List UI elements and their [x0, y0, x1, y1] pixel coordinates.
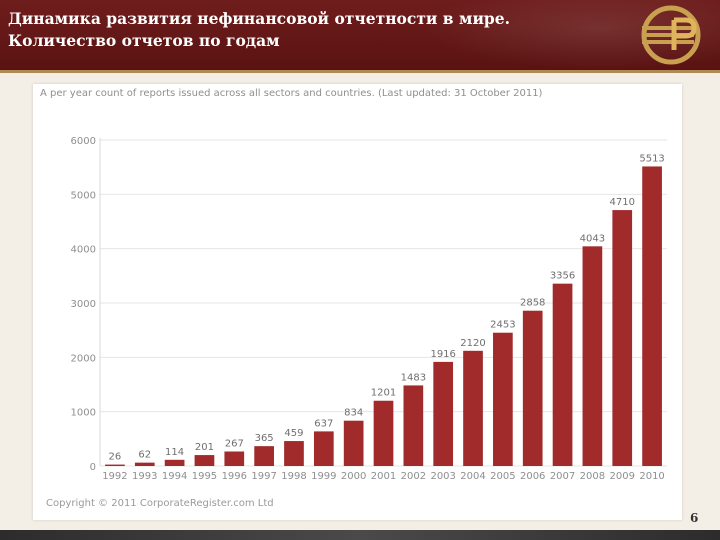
bar-1998 — [284, 441, 304, 466]
data-label-1993: 62 — [138, 450, 151, 461]
data-label-1999: 637 — [314, 418, 333, 429]
footer-bar — [0, 530, 720, 540]
data-label-1997: 365 — [255, 433, 274, 444]
data-label-2009: 4710 — [610, 197, 635, 208]
y-tick-label: 0 — [90, 462, 96, 473]
data-label-1996: 267 — [225, 438, 244, 449]
bar-1997 — [254, 446, 274, 466]
data-label-2001: 1201 — [371, 388, 396, 399]
data-label-2000: 834 — [344, 408, 363, 419]
x-tick-label-1992: 1992 — [102, 471, 127, 482]
data-label-2008: 4043 — [580, 233, 605, 244]
x-tick-label-2009: 2009 — [610, 471, 635, 482]
x-tick-label-2001: 2001 — [371, 471, 396, 482]
data-label-1994: 114 — [165, 447, 184, 458]
x-tick-label-1994: 1994 — [162, 471, 187, 482]
bar-2000 — [343, 420, 364, 466]
slide-title: Динамика развития нефинансовой отчетност… — [8, 8, 510, 52]
header-divider — [0, 70, 720, 73]
data-label-2002: 1483 — [401, 372, 426, 383]
bar-2005 — [493, 332, 513, 466]
slide-header: Динамика развития нефинансовой отчетност… — [0, 0, 720, 70]
data-label-2005: 2453 — [490, 320, 515, 331]
data-label-2004: 2120 — [460, 338, 485, 349]
x-tick-label-2006: 2006 — [520, 471, 545, 482]
data-label-1995: 201 — [195, 442, 214, 453]
chart-source: Copyright © 2011 CorporateRegister.com L… — [46, 498, 274, 509]
bar-2009 — [612, 210, 633, 466]
y-tick-label: 1000 — [71, 408, 96, 419]
x-tick-label-1995: 1995 — [192, 471, 217, 482]
y-tick-label: 5000 — [71, 190, 96, 201]
bar-2010 — [642, 166, 662, 466]
data-label-1998: 459 — [284, 428, 303, 439]
bar-2008 — [582, 246, 603, 466]
slide-title-line-2: Количество отчетов по годам — [8, 31, 280, 50]
data-label-2007: 3356 — [550, 271, 575, 282]
x-tick-label-1998: 1998 — [281, 471, 306, 482]
y-tick-label: 2000 — [71, 353, 96, 364]
data-label-2006: 2858 — [520, 298, 545, 309]
data-label-2010: 5513 — [639, 153, 664, 164]
x-tick-label-2007: 2007 — [550, 471, 575, 482]
x-tick-label-2010: 2010 — [639, 471, 664, 482]
bar-2007 — [552, 283, 573, 466]
bar-2001 — [373, 400, 394, 466]
bar-1999 — [313, 431, 334, 466]
bar-1995 — [194, 455, 215, 466]
bar-2004 — [463, 350, 483, 466]
x-tick-label-2008: 2008 — [580, 471, 605, 482]
x-tick-label-1999: 1999 — [311, 471, 336, 482]
bar-2006 — [522, 310, 543, 466]
bar-chart: 0 1000 2000 3000 4000 5000 6000 26 1992 62 1993 114… — [71, 136, 667, 482]
x-tick-label-2004: 2004 — [460, 471, 485, 482]
bar-1994 — [164, 459, 185, 466]
data-label-1992: 26 — [109, 452, 122, 463]
bar-1996 — [224, 451, 245, 466]
bar-1993 — [134, 462, 155, 466]
y-tick-label: 6000 — [71, 136, 96, 147]
y-tick-label: 4000 — [71, 245, 96, 256]
x-tick-label-1993: 1993 — [132, 471, 157, 482]
x-tick-label-1997: 1997 — [251, 471, 276, 482]
x-tick-label-2003: 2003 — [430, 471, 455, 482]
company-logo-icon — [641, 5, 701, 65]
bar-1992 — [105, 464, 125, 466]
bar-2002 — [403, 385, 424, 466]
x-tick-label-2000: 2000 — [341, 471, 366, 482]
page-number: 6 — [690, 511, 699, 525]
x-tick-label-2005: 2005 — [490, 471, 515, 482]
x-tick-label-1996: 1996 — [222, 471, 247, 482]
y-tick-label: 3000 — [71, 299, 96, 310]
chart-title: A per year count of reports issued acros… — [40, 88, 543, 99]
bar-2003 — [433, 361, 454, 466]
data-label-2003: 1916 — [430, 349, 455, 360]
slide-title-line-1: Динамика развития нефинансовой отчетност… — [8, 9, 511, 28]
x-tick-label-2002: 2002 — [401, 471, 426, 482]
